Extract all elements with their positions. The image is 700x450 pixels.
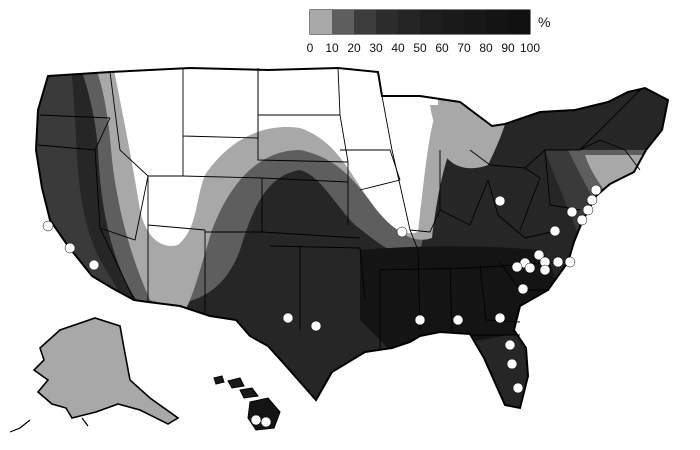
legend: % 0 10 20 30 40 50 60 70 80 90 100 [307, 9, 550, 55]
site-marker [576, 214, 588, 226]
legend-tick-label: 0 [307, 41, 314, 55]
legend-cell [420, 10, 442, 34]
legend-unit-label: % [538, 14, 550, 30]
site-marker [64, 242, 76, 254]
legend-cell [508, 10, 530, 34]
legend-tick-label: 30 [369, 41, 383, 55]
legend-cells [310, 10, 530, 34]
site-marker [566, 206, 578, 218]
site-marker [282, 312, 294, 324]
alaska [9, 317, 180, 433]
legend-tick-label: 20 [347, 41, 361, 55]
zone-none [112, 68, 438, 246]
legend-cell [310, 10, 332, 34]
legend-tick-label: 70 [457, 41, 471, 55]
site-marker [396, 226, 408, 238]
legend-tick-label: 40 [391, 41, 405, 55]
site-marker [511, 261, 523, 273]
legend-cell [398, 10, 420, 34]
legend-tick-labels: 0 10 20 30 40 50 60 70 80 90 100 [307, 41, 541, 55]
zone-very-high [360, 246, 555, 350]
hawaii-maui-molokai [239, 387, 259, 399]
site-marker [88, 259, 100, 271]
site-marker [260, 416, 272, 428]
legend-cell [442, 10, 464, 34]
site-marker [552, 256, 564, 268]
site-marker [506, 358, 518, 370]
legend-tick-label: 60 [435, 41, 449, 55]
site-marker [42, 220, 54, 232]
legend-cell [354, 10, 376, 34]
site-markers-contiguous [42, 184, 602, 394]
legend-cell [464, 10, 486, 34]
aleutian-islands [9, 419, 31, 433]
hawaii [213, 375, 281, 431]
site-markers-hawaii [250, 414, 272, 428]
site-marker [524, 262, 536, 274]
site-marker [494, 195, 506, 207]
legend-tick-label: 100 [520, 41, 540, 55]
site-marker [517, 283, 529, 295]
site-marker [590, 184, 602, 196]
hawaii-oahu [227, 377, 245, 389]
alaska-shape [32, 317, 180, 425]
legend-cell [376, 10, 398, 34]
legend-tick-label: 90 [501, 41, 515, 55]
site-marker [564, 256, 576, 268]
site-marker [310, 320, 322, 332]
site-marker [533, 249, 545, 261]
site-marker [539, 264, 551, 276]
legend-tick-label: 50 [413, 41, 427, 55]
site-marker [512, 382, 524, 394]
site-marker [494, 312, 506, 324]
legend-cell [486, 10, 508, 34]
legend-tick-label: 10 [325, 41, 339, 55]
site-marker [504, 339, 516, 351]
hawaii-kauai [213, 375, 225, 385]
site-marker [582, 204, 594, 216]
legend-cell [332, 10, 354, 34]
site-marker [549, 225, 561, 237]
site-marker [452, 314, 464, 326]
site-marker [250, 414, 262, 426]
legend-tick-label: 80 [479, 41, 493, 55]
site-marker [586, 194, 598, 206]
alaska-peninsula-tip [81, 417, 89, 427]
site-marker [414, 314, 426, 326]
